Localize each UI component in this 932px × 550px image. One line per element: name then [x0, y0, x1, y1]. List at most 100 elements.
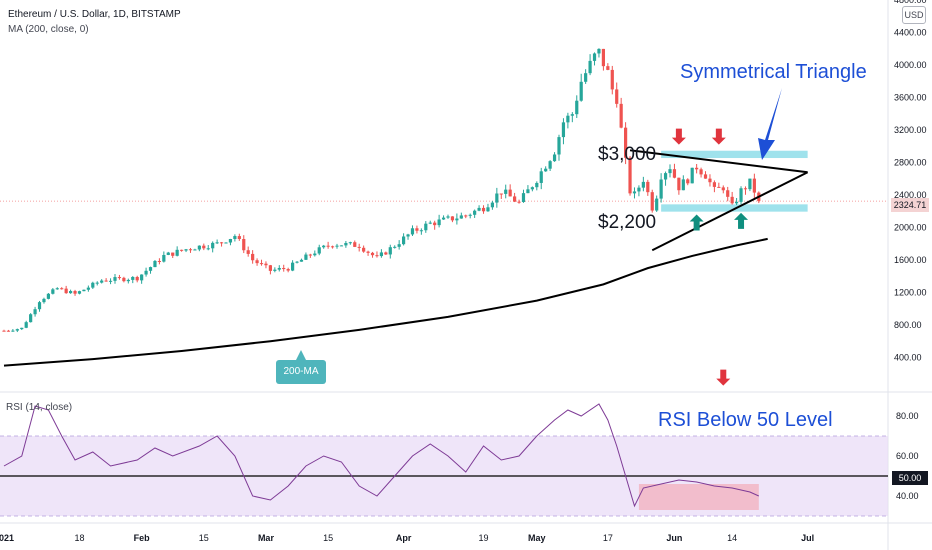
candle-body: [277, 267, 281, 270]
candle-body: [628, 157, 632, 194]
candle-body: [162, 254, 166, 262]
candle-body: [264, 263, 268, 266]
ma-indicator-label[interactable]: MA (200, close, 0): [8, 24, 89, 35]
candle-body: [526, 189, 530, 194]
candle-body: [410, 228, 415, 235]
candle-body: [148, 267, 153, 271]
candle-body: [690, 167, 694, 184]
rsi-weak-zone: [638, 484, 759, 510]
candle-body: [703, 174, 708, 179]
candle-body: [686, 179, 690, 184]
candle-body: [82, 289, 86, 292]
candle-body: [348, 242, 352, 244]
candle-body: [375, 255, 379, 257]
candle-body: [508, 189, 512, 197]
candle-body: [393, 246, 397, 248]
candle-body: [655, 198, 659, 211]
candle-body: [424, 223, 428, 231]
candle-body: [330, 246, 335, 248]
candle-body: [366, 251, 370, 253]
support-touch-arrow-icon: [734, 212, 749, 229]
candle-body: [446, 216, 450, 218]
candle-body: [2, 330, 6, 332]
candle-body: [415, 228, 419, 231]
price-tick-label: 4800.00: [894, 0, 927, 5]
candle-body: [304, 254, 308, 260]
candle-body: [153, 260, 157, 268]
candle-body: [521, 193, 526, 203]
candle-body: [450, 216, 455, 221]
candle-body: [584, 73, 588, 82]
candle-body: [24, 322, 28, 328]
candle-body: [561, 122, 566, 138]
candle-body: [273, 269, 277, 271]
rsi-indicator-label[interactable]: RSI (14, close): [6, 402, 73, 413]
candle-body: [362, 247, 366, 252]
price-tick-label: 400.00: [894, 353, 922, 363]
candle-body: [695, 167, 699, 170]
candle-body: [180, 249, 184, 251]
candle-body: [624, 127, 628, 158]
candle-body: [60, 288, 64, 290]
price-tick-label: 800.00: [894, 320, 922, 330]
candle-body: [317, 247, 321, 254]
price-tick-label: 4400.00: [894, 28, 927, 38]
candle-body: [108, 280, 113, 282]
time-tick-label: Apr: [396, 533, 412, 543]
candle-body: [632, 191, 637, 194]
rsi-arrow-icon: [716, 369, 731, 386]
candle-body: [601, 48, 605, 67]
candle-body: [388, 247, 392, 255]
candle-body: [548, 161, 552, 169]
candle-body: [513, 196, 517, 202]
support-touch-arrow-icon: [689, 214, 704, 231]
candle-body: [286, 269, 290, 271]
candle-body: [259, 263, 264, 265]
candle-body: [699, 169, 703, 175]
candle-body: [140, 274, 144, 281]
candle-body: [721, 187, 725, 191]
candle-body: [552, 154, 557, 162]
candle-body: [131, 276, 135, 280]
candle-body: [575, 100, 579, 115]
candle-body: [730, 196, 734, 204]
candle-body: [681, 179, 685, 191]
candle-body: [91, 282, 95, 288]
candle-body: [117, 277, 122, 279]
candle-body: [566, 115, 570, 123]
currency-button[interactable]: USD: [902, 6, 926, 24]
candle-body: [477, 207, 481, 211]
candle-body: [428, 222, 432, 224]
candle-body: [672, 169, 677, 178]
ma-callout-pointer: [296, 350, 306, 360]
candle-body: [295, 261, 299, 263]
price-tick-label: 1600.00: [894, 255, 927, 265]
candle-body: [468, 214, 472, 216]
candle-body: [619, 103, 623, 128]
candle-body: [455, 218, 459, 221]
time-tick-label: 15: [323, 533, 333, 543]
candle-body: [717, 186, 721, 188]
rsi-line: [3, 403, 760, 508]
rsi-tick-label: 40.00: [896, 491, 919, 501]
rsi-level-tag: 50.00: [892, 471, 928, 485]
time-tick-label: Jul: [801, 533, 814, 543]
time-tick-label: 2021: [0, 533, 14, 543]
candle-body: [473, 210, 477, 215]
candle-body: [615, 89, 619, 104]
price-tick-label: 2800.00: [894, 158, 927, 168]
candle-body: [95, 282, 99, 284]
candle-body: [64, 288, 68, 294]
candle-body: [588, 60, 592, 74]
candle-body: [570, 114, 574, 116]
time-tick-label: Jun: [666, 533, 682, 543]
support-price-label: $2,200: [598, 212, 656, 233]
price-tick-label: 3600.00: [894, 93, 927, 103]
candle-body: [339, 245, 344, 247]
candle-body: [499, 193, 503, 195]
candle-body: [46, 293, 50, 299]
candle-body: [481, 207, 486, 212]
candle-body: [29, 314, 33, 323]
candle-body: [712, 182, 716, 187]
candle-body: [544, 168, 548, 172]
